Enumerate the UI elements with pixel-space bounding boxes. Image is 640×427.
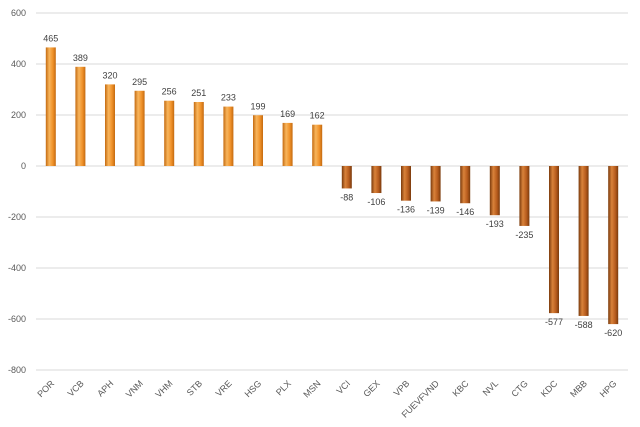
category-label: MBB xyxy=(568,378,589,399)
data-label: 389 xyxy=(73,53,88,63)
data-label: -88 xyxy=(340,192,353,202)
category-label: APH xyxy=(95,378,115,398)
bar-stb xyxy=(193,101,204,166)
category-label: KBC xyxy=(450,378,471,399)
category-label: CTG xyxy=(509,378,530,399)
bar-hpg xyxy=(608,166,619,325)
category-label: VCI xyxy=(335,378,353,396)
category-labels: POR VCB APH VNM VHM STB VRE HSG PLX MSN VCI GEX VPBF… xyxy=(35,378,618,420)
bar-nvl xyxy=(489,166,500,216)
category-label: POR xyxy=(35,378,56,399)
bar-gex xyxy=(371,166,382,194)
bar-vhm xyxy=(164,100,175,166)
bar-fuevfvnd xyxy=(430,166,441,202)
y-tick-label: 600 xyxy=(11,8,26,18)
bars xyxy=(45,47,619,325)
bar-vci xyxy=(341,166,352,189)
y-tick-label: 400 xyxy=(11,59,26,69)
category-label: KDC xyxy=(539,378,560,399)
data-label: 169 xyxy=(280,109,295,119)
bar-msn xyxy=(312,124,323,166)
category-label: PLX xyxy=(274,378,293,397)
bar-aph xyxy=(105,84,115,166)
category-label: NVL xyxy=(481,378,500,397)
y-tick-label: 200 xyxy=(11,110,26,120)
y-tick-label: -400 xyxy=(8,263,26,273)
data-label: 465 xyxy=(43,33,58,43)
data-label: 233 xyxy=(221,93,236,103)
bar-vpb xyxy=(401,166,411,201)
data-label: 162 xyxy=(310,111,325,121)
category-label: HPG xyxy=(598,378,619,399)
category-label: VNM xyxy=(124,378,145,399)
bar-por xyxy=(45,47,56,166)
bar-mbb xyxy=(578,166,589,316)
bar-ctg xyxy=(519,166,530,226)
category-label: STB xyxy=(185,378,204,397)
category-label: GEX xyxy=(361,378,382,399)
data-label: -588 xyxy=(575,320,593,330)
category-label: VRE xyxy=(214,378,234,398)
bar-vnm xyxy=(134,90,145,166)
data-label: 256 xyxy=(162,87,177,97)
category-label: HSG xyxy=(243,378,264,399)
bar-kbc xyxy=(460,166,471,204)
category-label: MSN xyxy=(301,378,322,399)
category-label: VPB xyxy=(392,378,412,398)
y-axis-tick-labels: 600 400 200 0 -200 -400 -600 -800 xyxy=(8,8,26,375)
data-label: -139 xyxy=(427,205,445,215)
data-label: 320 xyxy=(102,70,117,80)
bar-vre xyxy=(223,106,234,166)
category-label: VHM xyxy=(153,378,174,399)
y-tick-label: 0 xyxy=(21,161,26,171)
data-label: -235 xyxy=(515,230,533,240)
data-labels: 465 389 320 295 256 251 233 199 169 162 -88 -106 -13… xyxy=(43,33,622,338)
category-label: VCB xyxy=(66,378,86,398)
data-label: 251 xyxy=(191,88,206,98)
data-label: -106 xyxy=(367,197,385,207)
gridlines xyxy=(36,12,628,371)
data-label: 295 xyxy=(132,77,147,87)
data-label: 199 xyxy=(250,101,265,111)
bar-kdc xyxy=(549,166,559,314)
bar-vcb xyxy=(75,66,86,166)
data-label: -136 xyxy=(397,205,415,215)
data-label: -577 xyxy=(545,317,563,327)
y-tick-label: -600 xyxy=(8,314,26,324)
bar-plx xyxy=(282,122,293,166)
data-label: -620 xyxy=(604,328,622,338)
data-label: -146 xyxy=(456,207,474,217)
data-label: -193 xyxy=(486,219,504,229)
y-tick-label: -800 xyxy=(8,365,26,375)
bar-hsg xyxy=(253,115,263,166)
y-tick-label: -200 xyxy=(8,212,26,222)
